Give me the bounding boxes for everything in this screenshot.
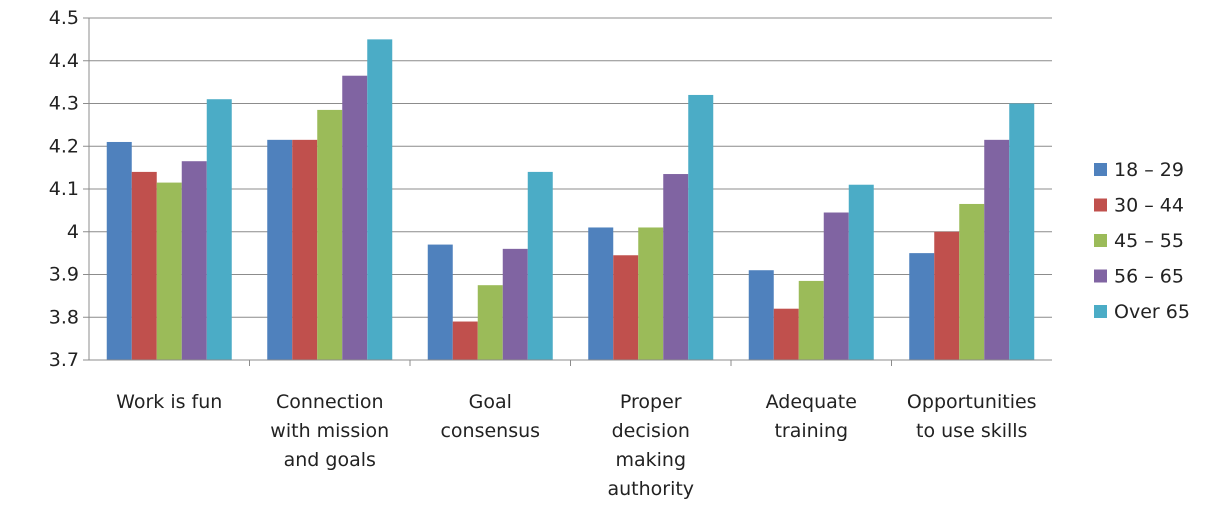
legend-label: 45 – 55 [1114,230,1184,252]
bar [317,109,343,360]
bar [688,94,714,360]
legend-label: 30 – 44 [1114,195,1184,217]
y-tick-label: 3.7 [49,349,79,371]
gridlines [89,17,1052,318]
legend-label: 18 – 29 [1114,159,1184,181]
y-tick-label: 4 [67,221,79,243]
bar [106,141,132,360]
legend-swatch [1094,198,1107,212]
x-category-label: Proper decision making authority [607,391,694,500]
bars [106,39,1035,361]
bar [267,139,293,360]
bar [502,248,528,360]
bar [663,174,689,360]
bar [181,161,207,360]
bar [959,203,985,360]
bar [848,184,874,360]
bar [477,285,503,360]
bar [773,308,799,360]
y-tick-label: 4.3 [49,93,79,115]
bar [638,227,664,360]
bar [452,321,478,360]
x-category-label: Work is fun [116,391,222,413]
y-tick-label: 4.4 [49,50,79,72]
y-tick-label: 3.8 [49,306,79,328]
x-category-label: Adequate training [766,391,857,442]
legend-swatch [1094,269,1107,283]
bar [342,75,368,361]
y-tick-label: 4.5 [49,7,79,29]
bar [909,253,935,360]
y-tick-label: 4.2 [49,135,79,157]
bar [613,255,639,360]
legend-swatch [1094,305,1107,318]
bar [588,227,614,360]
bar [527,171,553,360]
x-category-labels: Work is fun Connection with mission and goa… [116,391,1036,500]
bar [292,139,318,360]
legend-label: Over 65 [1114,301,1190,323]
y-tick-label: 4.1 [49,178,79,200]
x-category-label: Goal consensus [440,391,540,442]
bar [427,244,453,360]
bar [156,182,182,360]
legend-swatch [1094,234,1107,247]
y-tick-labels: 3.7 3.8 3.9 4 4.1 4.2 4.3 4.4 4.5 [49,7,79,371]
bar [823,212,849,360]
legend-label: 56 – 65 [1114,266,1184,288]
bar [798,280,824,360]
y-tick-label: 3.9 [49,264,79,286]
legend: 18 – 29 30 – 44 45 – 55 56 – 65 Over 65 [1094,159,1190,323]
bar [131,171,157,360]
bar [748,270,774,360]
bar [206,99,232,360]
bar [1009,103,1035,360]
x-category-label: Connection with mission and goals [270,391,389,471]
bar [934,231,960,360]
x-category-label: Opportunities to use skills [907,391,1037,442]
legend-swatch [1094,163,1107,176]
bar [367,39,393,360]
axes [83,17,1052,366]
bar [984,139,1010,360]
